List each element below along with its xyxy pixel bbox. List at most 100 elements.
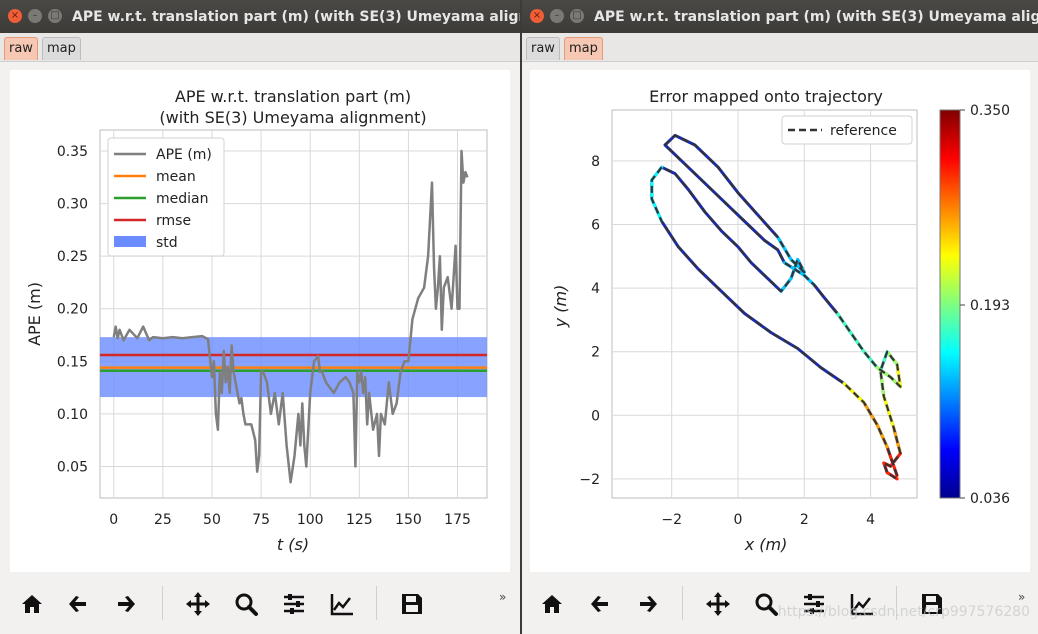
y-tick-labels: −2 0 2 4 6 8 [579, 154, 600, 488]
toolbar-separator [376, 586, 377, 620]
pan-icon[interactable] [184, 590, 212, 618]
home-icon[interactable] [18, 590, 46, 618]
title-bar[interactable]: × – □ APE w.r.t. translation part (m) (w… [0, 0, 520, 33]
close-button[interactable]: × [8, 9, 22, 23]
ape-plot-figure: 0 25 50 75 100 125 150 175 0.05 0.10 0.15 0.20 0.25… [10, 70, 510, 572]
right-window: × – □ APE w.r.t. translation part (m) (w… [522, 0, 1038, 634]
zoom-icon[interactable] [232, 590, 260, 618]
x-tick-label: −2 [661, 512, 682, 528]
save-icon[interactable] [398, 590, 426, 618]
reference-trajectory [650, 134, 902, 480]
y-tick-label: 4 [591, 281, 600, 297]
y-axis-label: y (m) [551, 285, 570, 329]
tab-bar: raw map [0, 33, 520, 62]
title-bar[interactable]: × – □ APE w.r.t. translation part (m) (w… [522, 0, 1038, 33]
error-segment [882, 394, 896, 430]
grid [612, 110, 917, 498]
legend-ape: APE (m) [156, 147, 212, 163]
forward-arrow-icon[interactable] [634, 590, 662, 618]
tab-map[interactable]: map [42, 37, 81, 60]
x-axis-label: t (s) [277, 535, 309, 554]
legend-mean: mean [156, 169, 196, 185]
legend-std: std [156, 235, 178, 251]
tab-bar: raw map [522, 33, 1038, 62]
chart-title-line1: APE w.r.t. translation part (m) [175, 87, 411, 106]
legend: APE (m) mean median rmse std [107, 137, 225, 257]
y-tick-label: 0 [591, 408, 600, 424]
home-icon[interactable] [538, 590, 566, 618]
more-icon[interactable]: » [499, 590, 507, 604]
left-window: × – □ APE w.r.t. translation part (m) (w… [0, 0, 520, 634]
x-axis-label: x (m) [744, 535, 788, 554]
plot-toolbar: » [522, 572, 1038, 634]
x-tick-label: 175 [444, 512, 471, 528]
edit-axis-icon[interactable] [848, 590, 876, 618]
trajectory-plot-figure: −2 0 2 4 −2 0 2 4 6 8 Error mapped onto trajecto… [530, 70, 1030, 572]
legend-rmse: rmse [156, 213, 191, 229]
legend-swatch-std [114, 236, 146, 247]
x-tick-labels: 0 25 50 75 100 125 150 175 [109, 512, 471, 528]
chart-title: Error mapped onto trajectory [649, 87, 883, 106]
back-arrow-icon[interactable] [64, 590, 92, 618]
maximize-button[interactable]: □ [570, 9, 584, 23]
more-icon[interactable]: » [1018, 590, 1026, 604]
watermark: https://blog.csdn.net/crp997576280 [777, 604, 1030, 620]
toolbar-separator [682, 586, 683, 620]
minimize-button[interactable]: – [550, 9, 564, 23]
plot-toolbar: » [0, 572, 520, 634]
tab-raw[interactable]: raw [526, 37, 560, 60]
toolbar-separator [896, 586, 897, 620]
save-icon[interactable] [918, 590, 946, 618]
colorbar-mid-label: 0.193 [970, 298, 1010, 314]
back-arrow-icon[interactable] [586, 590, 614, 618]
chart-title-line2: (with SE(3) Umeyama alignment) [159, 108, 426, 127]
colorbar-min-label: 0.036 [970, 491, 1010, 507]
x-tick-label: 50 [203, 512, 221, 528]
legend: reference [781, 115, 913, 145]
tab-raw[interactable]: raw [4, 37, 38, 60]
x-tick-label: 25 [154, 512, 172, 528]
y-tick-label: 0.25 [57, 249, 88, 265]
close-button[interactable]: × [530, 9, 544, 23]
ape-time-series-chart: 0 25 50 75 100 125 150 175 0.05 0.10 0.15 0.20 0.25… [25, 87, 488, 554]
window-title: APE w.r.t. translation part (m) (with SE… [594, 9, 1038, 25]
y-tick-label: 0.35 [57, 144, 88, 160]
x-tick-label: 150 [395, 512, 422, 528]
y-tick-label: 0.20 [57, 302, 88, 318]
trajectory-error-map: −2 0 2 4 −2 0 2 4 6 8 Error mapped onto trajecto… [551, 87, 1010, 554]
x-tick-label: 0 [109, 512, 118, 528]
x-tick-label: 4 [866, 512, 875, 528]
colorbar: 0.350 0.193 0.036 [939, 103, 1010, 507]
forward-arrow-icon[interactable] [112, 590, 140, 618]
window-divider [520, 0, 522, 634]
x-tick-label: 125 [346, 512, 373, 528]
configure-subplots-icon[interactable] [280, 590, 308, 618]
toolbar-separator [162, 586, 163, 620]
edit-axis-icon[interactable] [328, 590, 356, 618]
zoom-icon[interactable] [752, 590, 780, 618]
y-tick-label: 0.05 [57, 459, 88, 475]
legend-median: median [156, 191, 208, 207]
minimize-button[interactable]: – [28, 9, 42, 23]
tab-map[interactable]: map [564, 37, 603, 60]
y-tick-label: 6 [591, 217, 600, 233]
y-tick-label: 0.10 [57, 407, 88, 423]
y-tick-label: 0.30 [57, 197, 88, 213]
y-tick-label: 8 [591, 154, 600, 170]
y-tick-labels: 0.05 0.10 0.15 0.20 0.25 0.30 0.35 [57, 144, 88, 475]
y-axis-label: APE (m) [25, 282, 44, 346]
configure-subplots-icon[interactable] [800, 590, 828, 618]
pan-icon[interactable] [704, 590, 732, 618]
x-tick-label: 2 [800, 512, 809, 528]
maximize-button[interactable]: □ [48, 9, 62, 23]
x-tick-labels: −2 0 2 4 [661, 512, 875, 528]
y-tick-label: 0.15 [57, 354, 88, 370]
y-tick-label: −2 [579, 472, 600, 488]
colorbar-max-label: 0.350 [970, 103, 1010, 119]
x-tick-label: 0 [734, 512, 743, 528]
legend-reference: reference [830, 123, 897, 139]
window-title: APE w.r.t. translation part (m) (with SE… [72, 9, 520, 25]
x-tick-label: 75 [252, 512, 270, 528]
y-tick-label: 2 [591, 345, 600, 361]
ape-series-line [112, 149, 469, 484]
